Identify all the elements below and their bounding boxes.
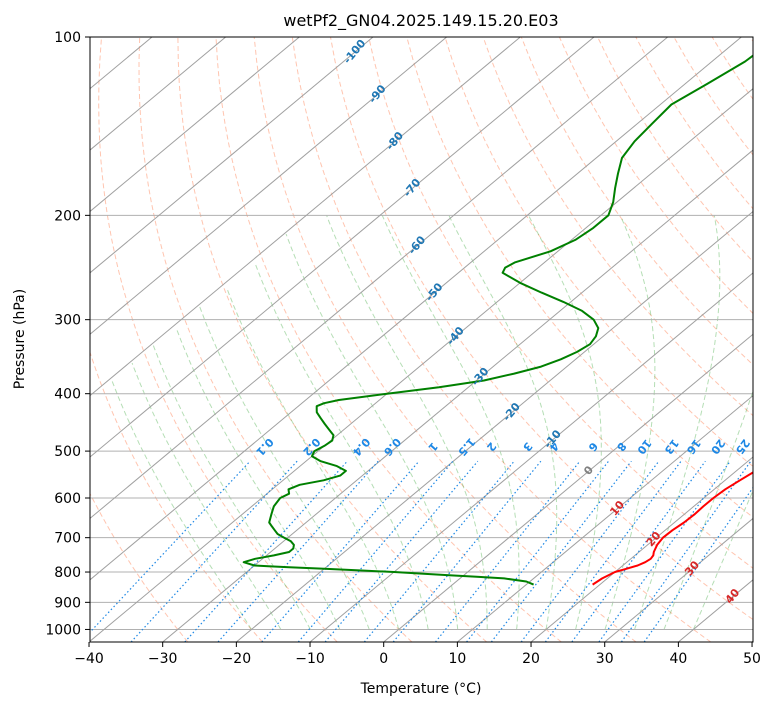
isotherm-gridline [90, 37, 595, 458]
dry-adiabat-line [291, 37, 712, 642]
dry-adiabat-line [177, 37, 488, 642]
x-tick-label: −10 [295, 651, 325, 667]
y-tick-label: 800 [54, 565, 81, 581]
mixing-ratio-line [598, 460, 731, 642]
moist-adiabat-line [131, 362, 282, 630]
dry-adiabat-line [138, 37, 413, 642]
x-tick-label: 10 [448, 651, 466, 667]
isotherm-gridline [530, 456, 753, 642]
isotherm-gridline [90, 37, 447, 335]
moist-adiabat-line [152, 344, 311, 630]
moist-adiabat-line [326, 215, 488, 630]
y-tick-label: 700 [54, 531, 81, 547]
moist-adiabat-line [175, 327, 341, 630]
grid-layer [90, 37, 753, 642]
mixing-ratio-line [90, 460, 251, 634]
moist-adiabat-line [226, 287, 400, 630]
moist-adiabat-line [199, 306, 370, 630]
x-tick-label: 30 [596, 651, 614, 667]
mixing-ratio-line [324, 460, 479, 642]
isotherm-gridline [90, 37, 521, 397]
dry-adiabat-line [368, 37, 753, 569]
mixing-ratio-line [434, 460, 581, 642]
dry-adiabat-line [90, 350, 263, 642]
isotherm-gridline [383, 333, 753, 642]
moist-adiabat-line [604, 215, 656, 630]
y-axis-label: Pressure (hPa) [12, 289, 28, 389]
mixing-ratio-line [363, 460, 515, 642]
mixing-ratio-line [217, 460, 379, 642]
y-tick-label: 200 [54, 208, 81, 224]
axes-layer: −40 −30 −20 −10 0 10 20 30 40 50 100 200 300 400 500 60… [45, 30, 761, 667]
mixing-ratio-line [520, 460, 660, 642]
mixing-ratio-line [130, 460, 298, 642]
dry-adiabat-line [98, 37, 338, 642]
x-tick-label: 50 [743, 651, 761, 667]
mixing-ratio-line [184, 460, 348, 642]
isotherm-gridline [90, 37, 300, 213]
mixing-ratio-line [571, 460, 706, 642]
isotherm-gridline [90, 37, 226, 151]
y-tick-label: 100 [54, 30, 81, 46]
moist-adiabat-line [285, 233, 459, 630]
mixing-ratio-line [544, 460, 682, 642]
isotherm-gridline [90, 37, 374, 274]
mixing-ratio-line [643, 486, 753, 642]
dry-adiabat-line [444, 37, 753, 468]
moist-adiabat-line [254, 262, 429, 630]
mixing-ratio-line [392, 460, 542, 642]
plot-frame [89, 36, 754, 643]
y-tick-label: 300 [54, 313, 81, 329]
dry-adiabat-line [215, 37, 562, 642]
x-tick-label: 0 [379, 651, 388, 667]
isotherm-gridline [236, 210, 753, 642]
x-tick-label: −40 [74, 651, 104, 667]
dewpoint-profile-line [242, 54, 753, 586]
dry-adiabat-line [520, 37, 753, 366]
y-tick-label: 600 [54, 491, 81, 507]
temperature-profile-line [592, 471, 753, 586]
dry-adiabat-line [330, 37, 753, 621]
y-tick-label: 400 [54, 387, 81, 403]
x-tick-label: 40 [669, 651, 687, 667]
isotherm-gridline [90, 37, 669, 520]
dry-adiabat-line [253, 37, 637, 642]
moist-adiabat-line [692, 489, 753, 630]
profile-layer [242, 54, 753, 586]
isotherm-gridline [309, 272, 753, 642]
mixing-ratio-line [620, 460, 752, 642]
isotherm-gridline [162, 149, 753, 642]
y-tick-label: 1000 [45, 622, 81, 638]
isotherm-gridline [90, 88, 753, 642]
y-tick-label: 500 [54, 444, 81, 460]
y-tick-label: 900 [54, 595, 81, 611]
mixing-ratio-layer [90, 460, 753, 642]
isotherm-gridline [90, 37, 742, 581]
moist-adiabat-line [111, 380, 252, 630]
isotherm-gridline [457, 394, 753, 642]
x-tick-label: −20 [222, 651, 252, 667]
chart-title: wetPf2_GN04.2025.149.15.20.E03 [283, 11, 558, 31]
x-tick-label: −30 [148, 651, 178, 667]
x-tick-label: 20 [522, 651, 540, 667]
x-axis-label: Temperature (°C) [360, 681, 482, 697]
isotherm-gridline [604, 517, 753, 642]
